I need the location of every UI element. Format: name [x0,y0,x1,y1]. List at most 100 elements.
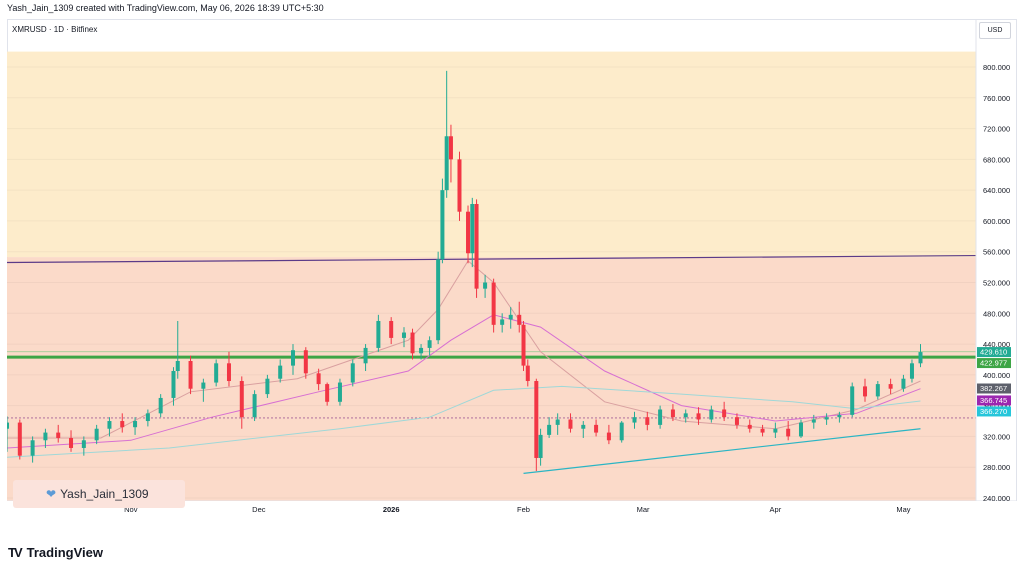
candle [325,382,330,406]
currency-button[interactable]: USD [979,22,1011,39]
candle [918,344,923,368]
candle [709,405,714,423]
candle-body [773,428,778,433]
candle [811,414,816,429]
candle [734,413,739,429]
candle-body [457,159,462,212]
candle [94,424,99,445]
candle [278,359,283,383]
candle-body [43,432,48,441]
candle-body [747,424,752,429]
candle-body [888,384,893,389]
price-tick-label: 800.000 [983,63,1010,72]
candle [773,422,778,438]
candle [888,378,893,395]
price-label-text: 382.267 [980,384,1007,393]
candle [56,424,61,443]
candle [568,413,573,433]
candle [401,327,406,348]
candle [786,421,791,441]
candle [594,419,599,437]
candle-body [303,350,308,374]
price-label-badge [977,383,1011,394]
candle-body [145,413,150,422]
candle-body [419,347,424,354]
candle [538,428,543,466]
candle [145,409,150,427]
candle [448,124,453,183]
candle-body [824,417,829,420]
candle [500,313,505,333]
candle-body [410,332,415,354]
candle [350,359,355,387]
candle [645,411,650,431]
price-label-badge [977,395,1011,406]
candle [389,317,394,345]
price-tick-label: 440.000 [983,340,1010,349]
price-zone [7,51,976,258]
candle-body [483,282,488,289]
candle-body [171,371,176,398]
time-axis-bg [7,501,1017,515]
price-tick-label: 560.000 [983,248,1010,257]
candle-body [278,365,283,379]
candle-body [534,381,539,458]
candle-body [594,424,599,433]
candle-body [683,413,688,418]
candle [470,197,475,268]
candle-body [837,414,842,418]
candle-body [909,363,914,379]
candle [214,359,219,387]
trendline [7,254,977,264]
candle-body [226,363,231,382]
candle [410,328,415,360]
candle [901,374,906,392]
candle [265,374,270,398]
price-label-text: 366.270 [980,407,1007,416]
candle-body [17,422,22,456]
price-tick-label: 280.000 [983,463,1010,472]
candle [7,416,9,452]
candle-body [632,417,637,423]
trendline [523,428,921,474]
candle-body [538,434,543,458]
candle [316,368,321,391]
price-chart[interactable]: 240.000 280.000 320.000 360.000 400.000 440.0… [7,19,1017,515]
candle-body [798,422,803,437]
price-tick-label: 240.000 [983,494,1010,503]
candle-body [875,384,880,397]
candle [43,428,48,448]
candle-body [94,428,99,441]
candle [188,355,193,395]
candle [798,419,803,438]
candle-body [525,365,530,382]
candle-body [670,409,675,418]
candle [158,394,163,418]
candle [419,344,424,360]
chart-attribution: Yash_Jain_1309 created with TradingView.… [7,3,324,13]
candle [81,436,86,456]
candle-body [158,397,163,414]
price-tick-label: 480.000 [983,309,1010,318]
candle-body [120,421,125,428]
price-tick-label: 400.000 [983,371,1010,380]
candle [466,205,471,264]
candle [508,307,513,329]
symbol-info[interactable]: XMRUSD · 1D · Bitfinex [12,25,98,34]
tradingview-logo[interactable]: TV TradingView [8,545,103,560]
candle [632,411,637,429]
candle [120,413,125,433]
candle [440,178,445,264]
candle [133,417,138,435]
candle-body [175,361,180,372]
candle-body [325,384,330,402]
candle [444,70,449,198]
candle-body [811,419,816,423]
candle [491,278,496,333]
candle-body [658,409,663,425]
candle [107,417,112,437]
candle-body [56,432,61,438]
candle [303,347,308,379]
price-label-badge [977,358,1011,369]
candle [581,421,586,438]
